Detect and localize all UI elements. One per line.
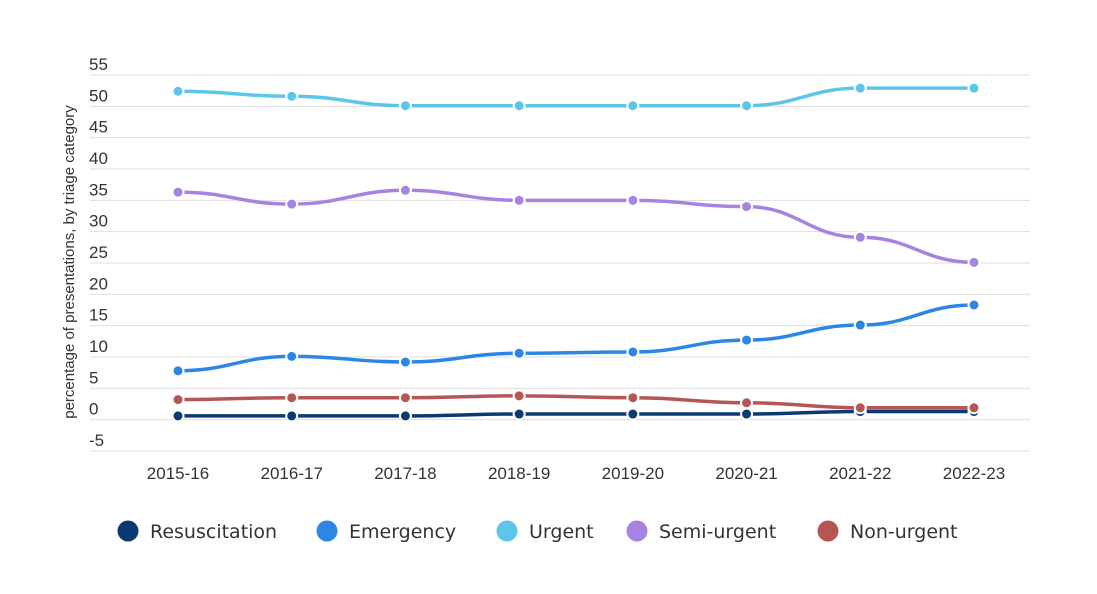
data-point-urgent: [853, 81, 867, 95]
series-points: [171, 81, 981, 423]
legend-swatch: [316, 520, 338, 542]
data-point-resuscitation: [626, 407, 640, 421]
legend-item-urgent: Urgent: [496, 520, 594, 543]
x-tick-label: 2019-20: [602, 464, 664, 483]
series-line-emergency: [176, 303, 976, 373]
y-tick-label: 35: [89, 180, 108, 199]
legend-label: Semi-urgent: [659, 521, 776, 543]
y-tick-label: 15: [89, 306, 108, 325]
data-point-resuscitation: [740, 407, 754, 421]
data-point-semi-urgent: [398, 183, 412, 197]
y-tick-label: 10: [89, 337, 108, 356]
data-point-urgent: [398, 99, 412, 113]
legend-item-resuscitation: Resuscitation: [117, 520, 277, 543]
data-point-non-urgent: [171, 393, 185, 407]
data-point-non-urgent: [740, 396, 754, 410]
data-point-emergency: [398, 355, 412, 369]
y-tick-label: -5: [89, 431, 104, 450]
legend-item-semi-urgent: Semi-urgent: [626, 520, 776, 543]
data-point-non-urgent: [967, 401, 981, 415]
data-point-urgent: [967, 81, 981, 95]
x-tick-label: 2015-16: [147, 464, 209, 483]
gridlines: [90, 74, 1030, 452]
data-point-emergency: [740, 333, 754, 347]
legend-swatch: [496, 520, 518, 542]
y-tick-label: 40: [89, 149, 108, 168]
x-tick-label: 2020-21: [715, 464, 777, 483]
legend-label: Emergency: [349, 521, 456, 543]
data-point-resuscitation: [512, 407, 526, 421]
data-point-semi-urgent: [967, 255, 981, 269]
y-tick-label: 5: [89, 368, 98, 387]
data-point-semi-urgent: [626, 193, 640, 207]
series-lines: [176, 86, 976, 418]
y-tick-label: 20: [89, 274, 108, 293]
y-tick-label: 25: [89, 243, 108, 262]
data-point-emergency: [967, 298, 981, 312]
data-point-urgent: [512, 99, 526, 113]
x-tick-label: 2017-18: [374, 464, 436, 483]
data-point-emergency: [853, 318, 867, 332]
data-point-emergency: [285, 349, 299, 363]
legend-swatch: [817, 520, 839, 542]
y-tick-label: 30: [89, 212, 108, 231]
y-tick-label: 45: [89, 118, 108, 137]
data-point-urgent: [171, 84, 185, 98]
data-point-semi-urgent: [285, 197, 299, 211]
data-point-urgent: [626, 99, 640, 113]
legend-item-emergency: Emergency: [316, 520, 456, 543]
legend-swatch: [117, 520, 139, 542]
data-point-non-urgent: [512, 389, 526, 403]
data-point-semi-urgent: [512, 193, 526, 207]
data-point-emergency: [512, 346, 526, 360]
y-tick-label: 50: [89, 86, 108, 105]
data-point-non-urgent: [285, 391, 299, 405]
data-point-urgent: [285, 89, 299, 103]
data-point-resuscitation: [285, 409, 299, 423]
legend-label: Urgent: [529, 521, 594, 543]
series-line-urgent: [176, 86, 976, 108]
y-axis-label: percentage of presentations, by triage c…: [61, 105, 78, 419]
data-point-non-urgent: [853, 401, 867, 415]
legend: Resuscitation Emergency Urgent Semi-urgent N…: [117, 520, 958, 543]
x-tick-label: 2022-23: [943, 464, 1005, 483]
data-point-non-urgent: [398, 391, 412, 405]
legend-item-non-urgent: Non-urgent: [817, 520, 958, 543]
x-axis-ticks: 2015-16 2016-17 2017-18 2018-19 2019-20 2020-…: [147, 464, 1005, 483]
data-point-resuscitation: [398, 409, 412, 423]
data-point-non-urgent: [626, 391, 640, 405]
x-tick-label: 2021-22: [829, 464, 891, 483]
data-point-emergency: [171, 364, 185, 378]
legend-label: Non-urgent: [850, 521, 958, 543]
data-point-semi-urgent: [740, 200, 754, 214]
data-point-resuscitation: [171, 409, 185, 423]
x-tick-label: 2016-17: [261, 464, 323, 483]
data-point-semi-urgent: [171, 185, 185, 199]
y-tick-label: 55: [89, 55, 108, 74]
legend-label: Resuscitation: [150, 521, 277, 543]
y-tick-label: 0: [89, 400, 98, 419]
series-line-resuscitation: [176, 409, 976, 418]
series-line-non-urgent: [176, 394, 976, 410]
data-point-semi-urgent: [853, 230, 867, 244]
data-point-emergency: [626, 345, 640, 359]
data-point-urgent: [740, 99, 754, 113]
x-tick-label: 2018-19: [488, 464, 550, 483]
legend-swatch: [626, 520, 648, 542]
